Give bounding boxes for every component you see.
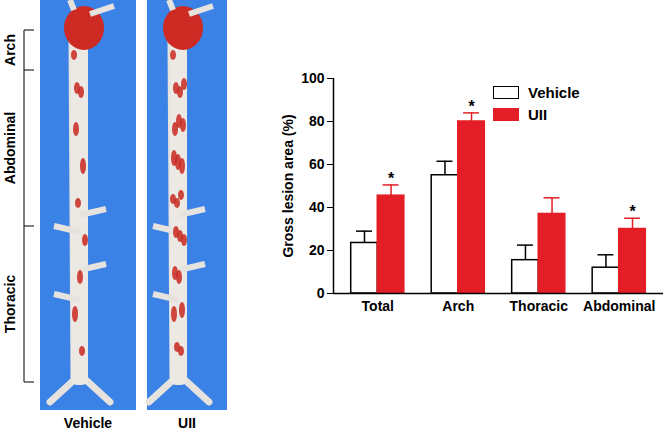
svg-text:Abdominal: Abdominal xyxy=(2,112,18,184)
html-text:UII: UII xyxy=(528,106,548,123)
svg-text:Total: Total xyxy=(362,298,394,314)
svg-text:60: 60 xyxy=(309,156,325,172)
svg-text:*: * xyxy=(629,203,636,220)
svg-text:Thoracic: Thoracic xyxy=(2,275,18,334)
svg-text:Gross lesion area (%): Gross lesion area (%) xyxy=(280,114,296,257)
svg-text:*: * xyxy=(388,170,395,187)
svg-text:*: * xyxy=(468,98,475,115)
svg-text:0: 0 xyxy=(317,285,325,301)
svg-text:100: 100 xyxy=(301,70,325,86)
svg-text:20: 20 xyxy=(309,242,325,258)
svg-text:Arch: Arch xyxy=(2,34,18,66)
html-text:Vehicle: Vehicle xyxy=(528,84,580,101)
svg-text:UII: UII xyxy=(178,415,196,431)
svg-text:Vehicle: Vehicle xyxy=(64,415,112,431)
svg-text:Abdominal: Abdominal xyxy=(583,298,655,314)
svg-text:80: 80 xyxy=(309,113,325,129)
svg-text:Thoracic: Thoracic xyxy=(510,298,569,314)
svg-text:Arch: Arch xyxy=(442,298,474,314)
svg-text:40: 40 xyxy=(309,199,325,215)
